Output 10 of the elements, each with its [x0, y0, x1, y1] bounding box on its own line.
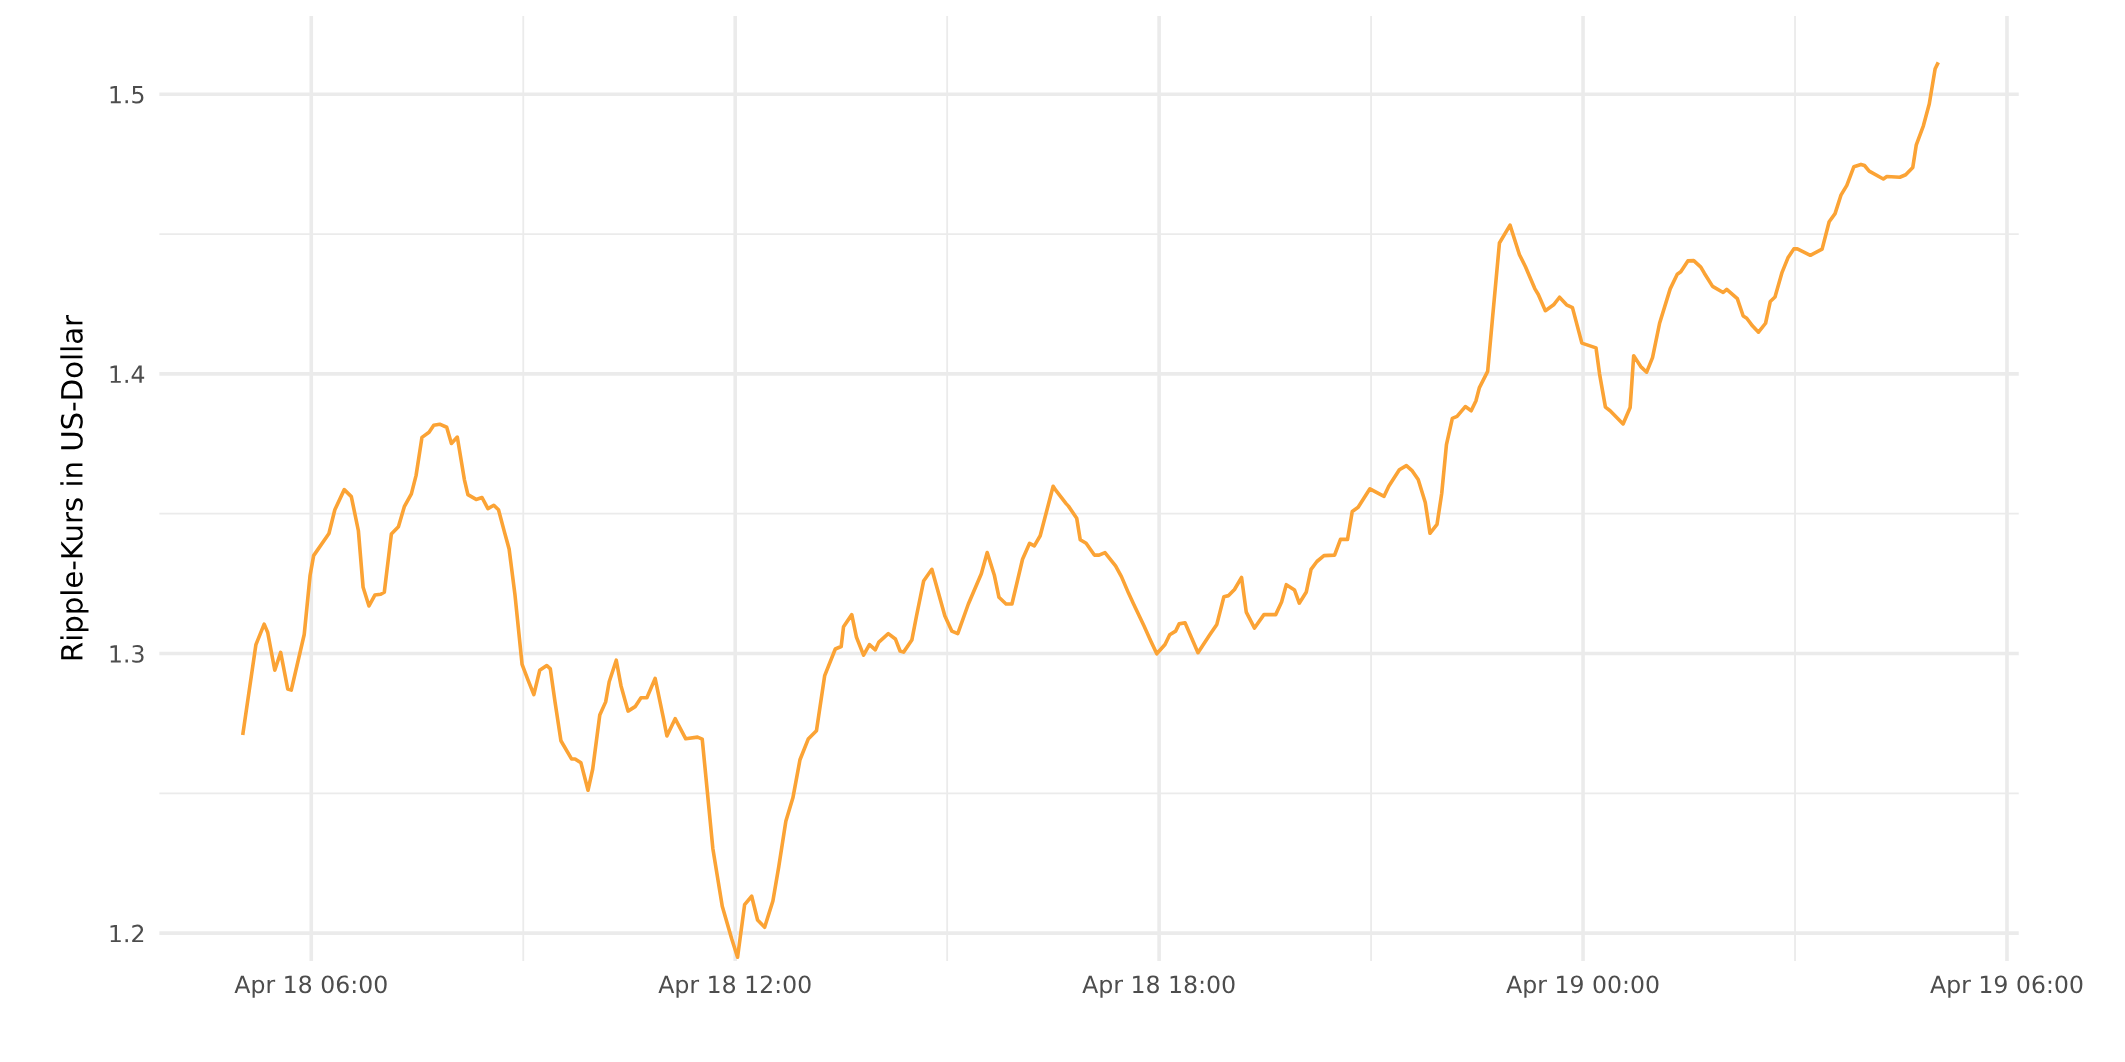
x-tick-label: Apr 19 06:00 [1930, 975, 2083, 998]
y-tick-label: 1.2 [110, 924, 144, 943]
x-tick-label: Apr 19 00:00 [1506, 975, 1659, 998]
y-tick-label: 1.3 [110, 644, 144, 663]
x-tick-label: Apr 18 12:00 [658, 975, 811, 998]
x-tick-label: Apr 18 18:00 [1082, 975, 1235, 998]
x-tick-label: Apr 18 06:00 [234, 975, 387, 998]
y-tick-label: 1.5 [110, 85, 144, 104]
y-tick-label: 1.4 [110, 365, 145, 383]
y-axis-title: Ripple-Kurs in US-Dollar [60, 314, 89, 660]
